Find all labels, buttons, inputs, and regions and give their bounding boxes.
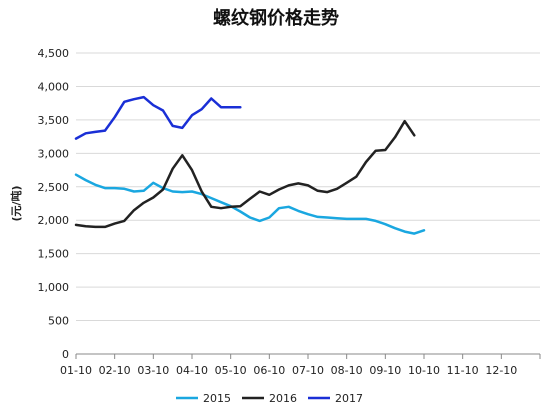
legend-label-2016: 2016 xyxy=(269,392,297,405)
x-tick-label: 03-10 xyxy=(137,364,169,377)
y-tick-label: 1,000 xyxy=(38,281,70,294)
y-tick-label: 3,500 xyxy=(38,114,70,127)
x-tick-label: 12-10 xyxy=(485,364,517,377)
y-axis-ticks: 0 500 1,000 1,500 2,000 2,500 3,000 3,500 4,000 4… xyxy=(38,47,70,361)
x-tick-label: 01-10 xyxy=(60,364,92,377)
y-tick-label: 1,500 xyxy=(38,248,70,261)
y-tick-label: 0 xyxy=(62,348,69,361)
x-tick-label: 05-10 xyxy=(215,364,247,377)
series-lines xyxy=(74,95,426,235)
y-tick-label: 3,000 xyxy=(38,147,70,160)
x-tick-label: 08-10 xyxy=(331,364,363,377)
x-tick-label: 02-10 xyxy=(99,364,131,377)
series-line-2015 xyxy=(74,173,426,235)
series-line-2016 xyxy=(74,119,416,229)
x-tick-label: 10-10 xyxy=(408,364,440,377)
y-tick-label: 4,500 xyxy=(38,47,70,60)
y-tick-label: 500 xyxy=(48,315,69,328)
y-tick-label: 4,000 xyxy=(38,80,70,93)
y-tick-label: 2,000 xyxy=(38,214,70,227)
x-tick-label: 07-10 xyxy=(292,364,324,377)
legend: 2015 2016 2017 xyxy=(176,392,363,405)
y-tick-label: 2,500 xyxy=(38,181,70,194)
x-tick-label: 06-10 xyxy=(253,364,285,377)
y-axis-label: (元/吨) xyxy=(9,185,23,221)
chart-title: 螺纹钢价格走势 xyxy=(213,7,339,29)
legend-label-2015: 2015 xyxy=(203,392,231,405)
x-axis-ticks: 01-10 02-10 03-10 04-10 05-10 06-10 07-10 08-10… xyxy=(60,354,541,377)
series-line-2017 xyxy=(74,95,242,140)
x-tick-label: 11-10 xyxy=(447,364,479,377)
x-tick-label: 04-10 xyxy=(176,364,208,377)
legend-label-2017: 2017 xyxy=(335,392,363,405)
x-tick-label: 09-10 xyxy=(369,364,401,377)
